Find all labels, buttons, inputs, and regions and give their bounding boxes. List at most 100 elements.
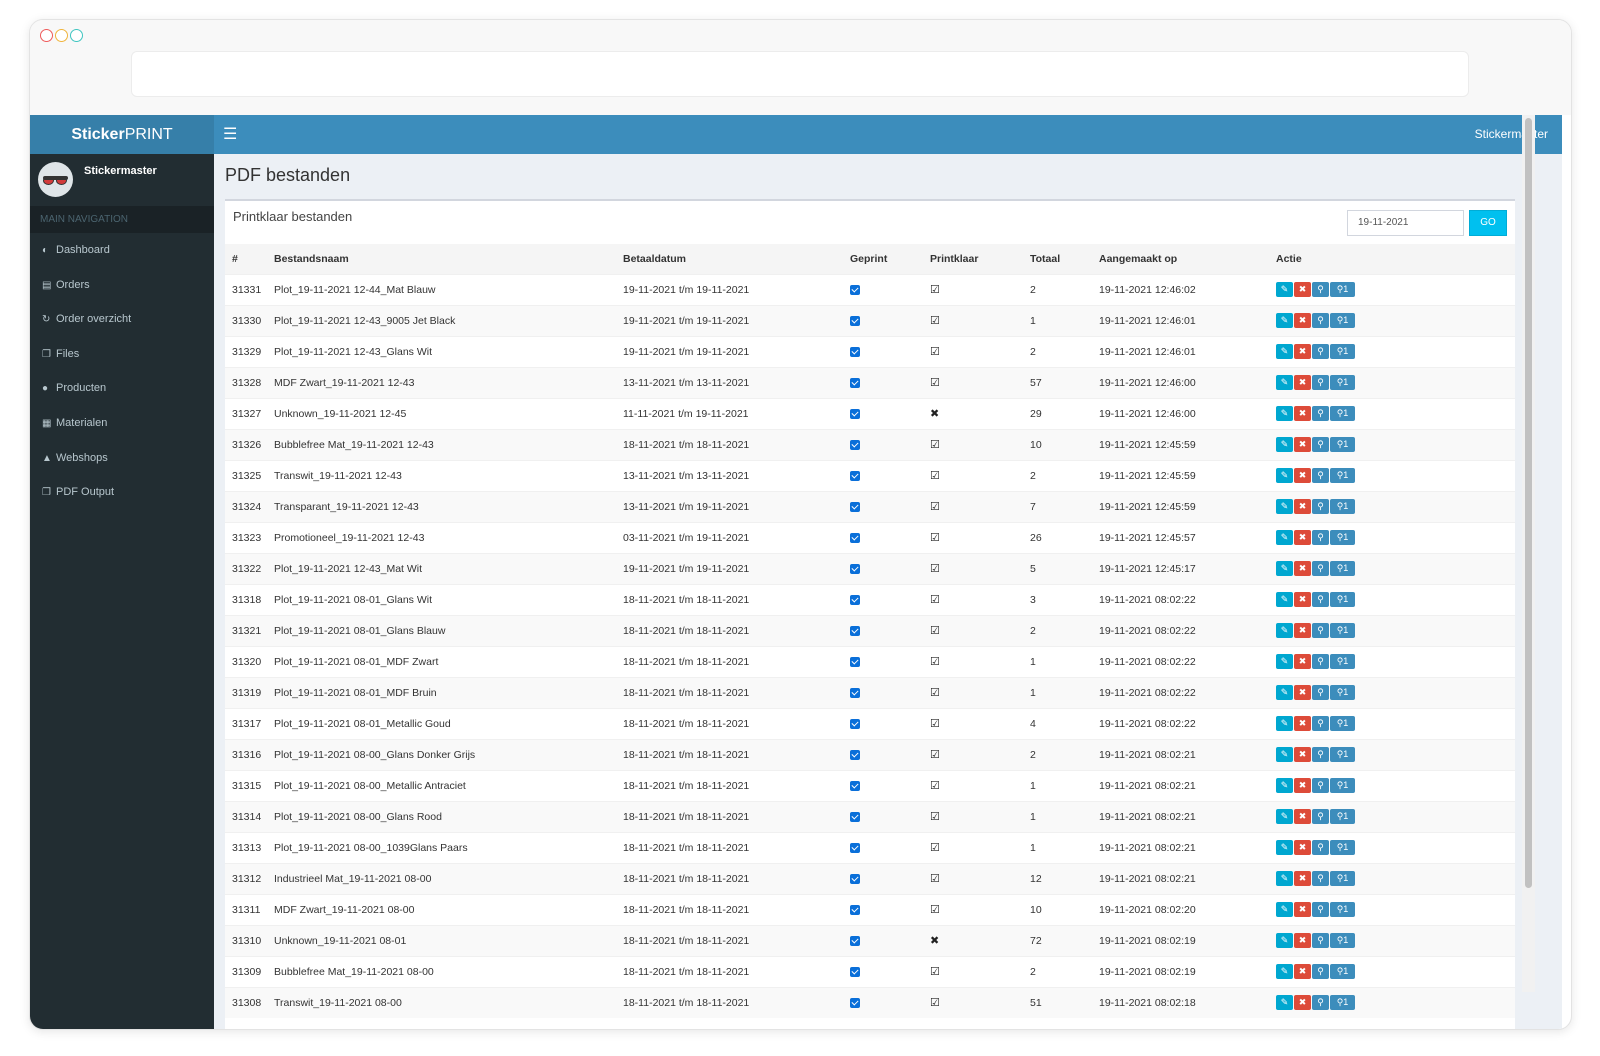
edit-button[interactable]: ✎ — [1276, 747, 1293, 762]
table-row[interactable]: 31325 Transwit_19-11-2021 12-43 13-11-2021… — [225, 459, 1515, 491]
table-row[interactable]: 31320 Plot_19-11-2021 08-01_MDF Zwart 18-1… — [225, 645, 1515, 677]
view-button[interactable]: ⚲ — [1312, 282, 1329, 297]
info-button[interactable]: ⚲1 — [1330, 809, 1355, 824]
printed-checkbox[interactable] — [850, 563, 860, 574]
table-row[interactable]: 31313 Plot_19-11-2021 08-00_1039Glans Paa… — [225, 831, 1515, 863]
delete-button[interactable]: ✖ — [1294, 871, 1311, 886]
view-button[interactable]: ⚲ — [1312, 871, 1329, 886]
printed-checkbox[interactable] — [850, 439, 860, 450]
delete-button[interactable]: ✖ — [1294, 282, 1311, 297]
delete-button[interactable]: ✖ — [1294, 406, 1311, 421]
delete-button[interactable]: ✖ — [1294, 933, 1311, 948]
table-row[interactable]: 31321 Plot_19-11-2021 08-01_Glans Blauw 18… — [225, 614, 1515, 646]
printed-checkbox[interactable] — [850, 377, 860, 388]
column-header[interactable]: Betaaldatum — [623, 244, 850, 274]
view-button[interactable]: ⚲ — [1312, 499, 1329, 514]
column-header[interactable]: Totaal — [1030, 244, 1099, 274]
table-row[interactable]: 31308 Transwit_19-11-2021 08-00 18-11-2021… — [225, 986, 1515, 1018]
printed-checkbox[interactable] — [850, 594, 860, 605]
edit-button[interactable]: ✎ — [1276, 437, 1293, 452]
table-row[interactable]: 31322 Plot_19-11-2021 12-43_Mat Wit 19-11-… — [225, 552, 1515, 584]
printed-checkbox[interactable] — [850, 470, 860, 481]
table-row[interactable]: 31311 MDF Zwart_19-11-2021 08-00 18-11-202… — [225, 893, 1515, 925]
edit-button[interactable]: ✎ — [1276, 406, 1293, 421]
view-button[interactable]: ⚲ — [1312, 778, 1329, 793]
info-button[interactable]: ⚲1 — [1330, 592, 1355, 607]
info-button[interactable]: ⚲1 — [1330, 623, 1355, 638]
table-row[interactable]: 31310 Unknown_19-11-2021 08-01 18-11-2021 … — [225, 924, 1515, 956]
info-button[interactable]: ⚲1 — [1330, 406, 1355, 421]
info-button[interactable]: ⚲1 — [1330, 561, 1355, 576]
address-bar[interactable] — [131, 51, 1469, 97]
printed-checkbox[interactable] — [850, 904, 860, 915]
view-button[interactable]: ⚲ — [1312, 530, 1329, 545]
info-button[interactable]: ⚲1 — [1330, 654, 1355, 669]
view-button[interactable]: ⚲ — [1312, 468, 1329, 483]
view-button[interactable]: ⚲ — [1312, 623, 1329, 638]
info-button[interactable]: ⚲1 — [1330, 716, 1355, 731]
table-row[interactable]: 31317 Plot_19-11-2021 08-01_Metallic Goud… — [225, 707, 1515, 739]
info-button[interactable]: ⚲1 — [1330, 902, 1355, 917]
table-row[interactable]: 31318 Plot_19-11-2021 08-01_Glans Wit 18-1… — [225, 583, 1515, 615]
info-button[interactable]: ⚲1 — [1330, 685, 1355, 700]
table-row[interactable]: 31309 Bubblefree Mat_19-11-2021 08-00 18-1… — [225, 955, 1515, 987]
sidebar-item-dashboard[interactable]: ◐ Dashboard — [30, 233, 214, 268]
edit-button[interactable]: ✎ — [1276, 685, 1293, 700]
delete-button[interactable]: ✖ — [1294, 995, 1311, 1011]
info-button[interactable]: ⚲1 — [1330, 375, 1355, 390]
table-row[interactable]: 31319 Plot_19-11-2021 08-01_MDF Bruin 18-1… — [225, 676, 1515, 708]
go-button[interactable]: GO — [1469, 210, 1507, 236]
printed-checkbox[interactable] — [850, 780, 860, 791]
delete-button[interactable]: ✖ — [1294, 778, 1311, 793]
scrollbar-thumb[interactable] — [1525, 118, 1532, 888]
column-header[interactable]: Geprint — [850, 244, 930, 274]
edit-button[interactable]: ✎ — [1276, 344, 1293, 359]
view-button[interactable]: ⚲ — [1312, 561, 1329, 576]
column-header[interactable]: Bestandsnaam — [274, 244, 623, 274]
delete-button[interactable]: ✖ — [1294, 375, 1311, 390]
edit-button[interactable]: ✎ — [1276, 871, 1293, 886]
delete-button[interactable]: ✖ — [1294, 437, 1311, 452]
view-button[interactable]: ⚲ — [1312, 592, 1329, 607]
printed-checkbox[interactable] — [850, 873, 860, 884]
table-row[interactable]: 31316 Plot_19-11-2021 08-00_Glans Donker … — [225, 738, 1515, 770]
printed-checkbox[interactable] — [850, 966, 860, 977]
edit-button[interactable]: ✎ — [1276, 840, 1293, 855]
minimize-window-icon[interactable] — [55, 29, 68, 42]
edit-button[interactable]: ✎ — [1276, 530, 1293, 545]
app-logo[interactable]: StickerPRINT — [30, 115, 214, 154]
edit-button[interactable]: ✎ — [1276, 282, 1293, 297]
edit-button[interactable]: ✎ — [1276, 902, 1293, 917]
sidebar-item-pdf-output[interactable]: ❐ PDF Output — [30, 475, 214, 510]
edit-button[interactable]: ✎ — [1276, 623, 1293, 638]
delete-button[interactable]: ✖ — [1294, 344, 1311, 359]
delete-button[interactable]: ✖ — [1294, 840, 1311, 855]
printed-checkbox[interactable] — [850, 346, 860, 357]
view-button[interactable]: ⚲ — [1312, 375, 1329, 390]
view-button[interactable]: ⚲ — [1312, 747, 1329, 762]
view-button[interactable]: ⚲ — [1312, 840, 1329, 855]
printed-checkbox[interactable] — [850, 718, 860, 729]
edit-button[interactable]: ✎ — [1276, 964, 1293, 979]
table-row[interactable]: 31328 MDF Zwart_19-11-2021 12-43 13-11-202… — [225, 366, 1515, 398]
info-button[interactable]: ⚲1 — [1330, 313, 1355, 328]
table-row[interactable]: 31330 Plot_19-11-2021 12-43_9005 Jet Blac… — [225, 304, 1515, 336]
delete-button[interactable]: ✖ — [1294, 313, 1311, 328]
info-button[interactable]: ⚲1 — [1330, 840, 1355, 855]
delete-button[interactable]: ✖ — [1294, 561, 1311, 576]
table-row[interactable]: 31331 Plot_19-11-2021 12-44_Mat Blauw 19-1… — [225, 273, 1515, 305]
info-button[interactable]: ⚲1 — [1330, 344, 1355, 359]
delete-button[interactable]: ✖ — [1294, 654, 1311, 669]
column-header[interactable]: Printklaar — [930, 244, 1030, 274]
delete-button[interactable]: ✖ — [1294, 592, 1311, 607]
table-row[interactable]: 31315 Plot_19-11-2021 08-00_Metallic Antr… — [225, 769, 1515, 801]
column-header[interactable]: # — [225, 244, 274, 274]
edit-button[interactable]: ✎ — [1276, 375, 1293, 390]
sidebar-item-order-overzicht[interactable]: ↻ Order overzicht — [30, 302, 214, 337]
printed-checkbox[interactable] — [850, 687, 860, 698]
delete-button[interactable]: ✖ — [1294, 685, 1311, 700]
edit-button[interactable]: ✎ — [1276, 561, 1293, 576]
printed-checkbox[interactable] — [850, 842, 860, 853]
edit-button[interactable]: ✎ — [1276, 592, 1293, 607]
sidebar-item-materialen[interactable]: ▦ Materialen — [30, 406, 214, 441]
